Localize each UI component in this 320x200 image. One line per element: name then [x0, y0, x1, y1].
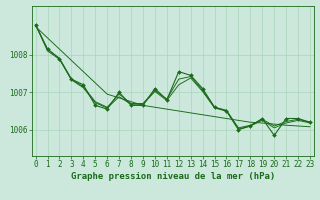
X-axis label: Graphe pression niveau de la mer (hPa): Graphe pression niveau de la mer (hPa) — [71, 172, 275, 181]
